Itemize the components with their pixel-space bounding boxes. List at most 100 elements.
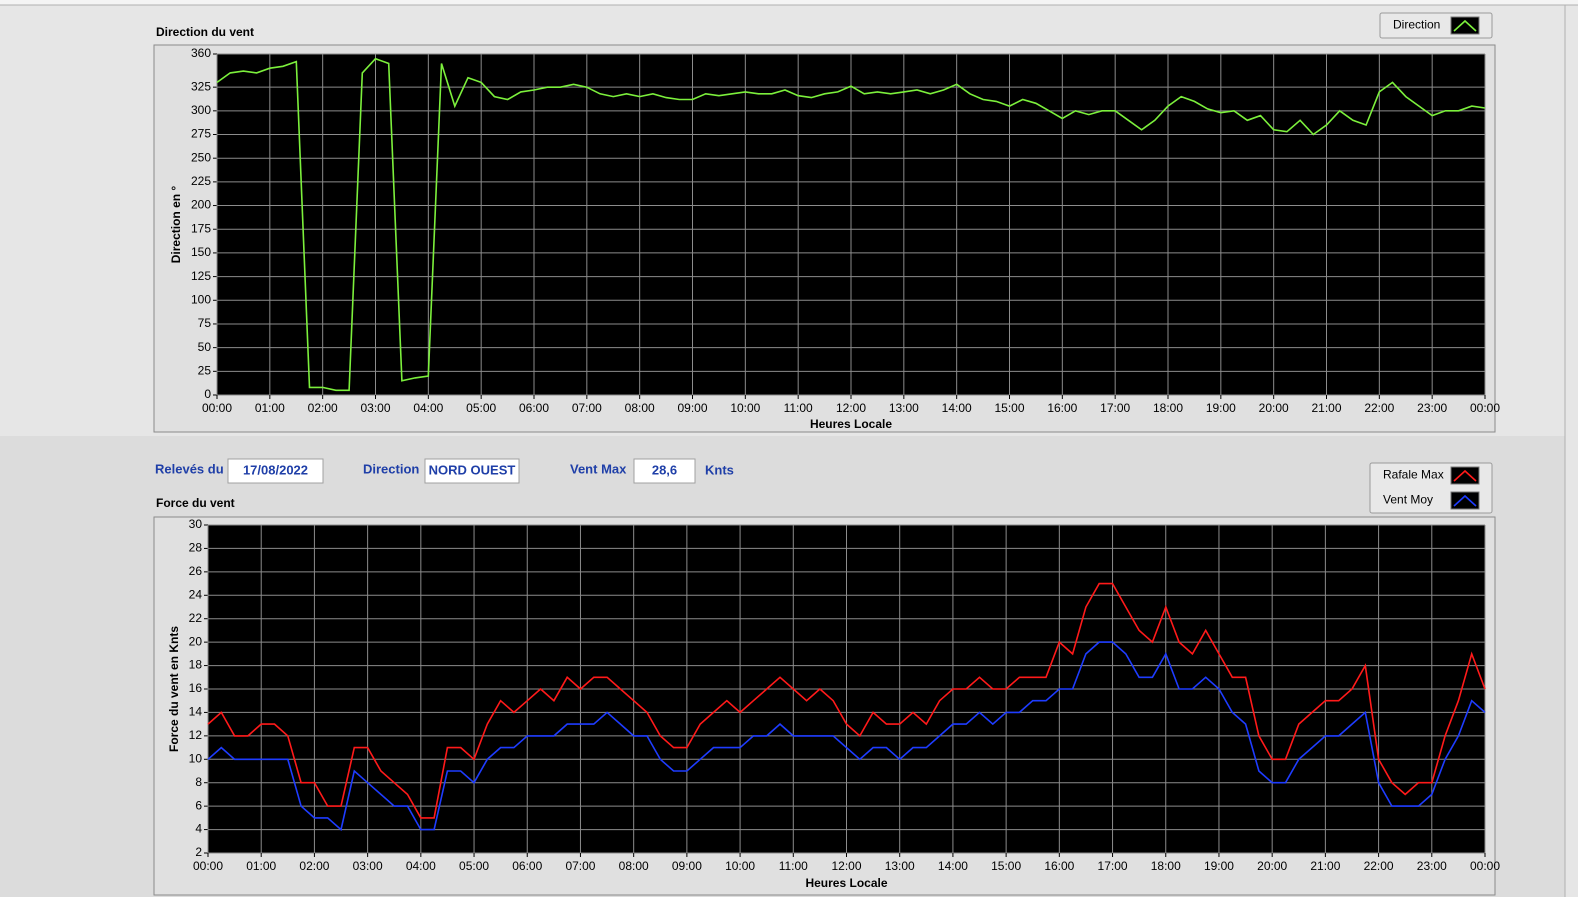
x-tick-label: 18:00 bbox=[1153, 401, 1183, 415]
x-tick-label: 07:00 bbox=[565, 859, 595, 873]
x-tick-label: 03:00 bbox=[360, 401, 390, 415]
x-tick-label: 02:00 bbox=[308, 401, 338, 415]
x-tick-label: 10:00 bbox=[725, 859, 755, 873]
x-tick-label: 19:00 bbox=[1206, 401, 1236, 415]
y-tick-label: 30 bbox=[189, 517, 203, 531]
y-tick-label: 4 bbox=[195, 822, 202, 836]
x-tick-label: 22:00 bbox=[1364, 401, 1394, 415]
y-tick-label: 150 bbox=[191, 245, 211, 259]
x-tick-label: 06:00 bbox=[519, 401, 549, 415]
y-tick-label: 250 bbox=[191, 150, 211, 164]
y-tick-label: 300 bbox=[191, 103, 211, 117]
x-tick-label: 08:00 bbox=[625, 401, 655, 415]
x-tick-label: 08:00 bbox=[619, 859, 649, 873]
y-tick-label: 50 bbox=[198, 340, 212, 354]
y-tick-label: 6 bbox=[195, 798, 202, 812]
y-tick-label: 275 bbox=[191, 127, 211, 141]
y-tick-label: 2 bbox=[195, 845, 202, 859]
x-tick-label: 12:00 bbox=[831, 859, 861, 873]
x-tick-label: 15:00 bbox=[994, 401, 1024, 415]
field-box[interactable] bbox=[227, 458, 324, 484]
x-axis-label: Heures Locale bbox=[805, 876, 887, 890]
field-label: Vent Max bbox=[570, 461, 627, 476]
field-value: 17/08/2022 bbox=[243, 462, 308, 477]
y-tick-label: 25 bbox=[198, 363, 212, 377]
field-label: Direction bbox=[363, 461, 419, 476]
y-tick-label: 200 bbox=[191, 198, 211, 212]
x-tick-label: 09:00 bbox=[672, 859, 702, 873]
x-tick-label: 00:00 bbox=[1470, 859, 1500, 873]
x-tick-label: 01:00 bbox=[246, 859, 276, 873]
y-axis-label: Force du vent en Knts bbox=[167, 626, 181, 752]
legend-swatch bbox=[1450, 16, 1480, 35]
x-tick-label: 18:00 bbox=[1151, 859, 1181, 873]
x-tick-label: 00:00 bbox=[1470, 401, 1500, 415]
y-tick-label: 16 bbox=[189, 681, 203, 695]
x-tick-label: 11:00 bbox=[779, 859, 808, 873]
field-box[interactable] bbox=[424, 458, 520, 484]
y-tick-label: 100 bbox=[191, 292, 211, 306]
field-box[interactable] bbox=[633, 458, 696, 484]
x-tick-label: 15:00 bbox=[991, 859, 1021, 873]
x-tick-label: 05:00 bbox=[466, 401, 496, 415]
y-tick-label: 26 bbox=[189, 564, 203, 578]
y-tick-label: 22 bbox=[189, 611, 203, 625]
x-tick-label: 23:00 bbox=[1417, 859, 1447, 873]
x-tick-label: 12:00 bbox=[836, 401, 866, 415]
field-label: Relevés du bbox=[155, 461, 224, 476]
x-tick-label: 05:00 bbox=[459, 859, 489, 873]
x-tick-label: 01:00 bbox=[255, 401, 285, 415]
field-unit: Knts bbox=[705, 462, 734, 477]
field-value: NORD OUEST bbox=[429, 462, 516, 477]
y-tick-label: 10 bbox=[189, 751, 203, 765]
x-tick-label: 02:00 bbox=[299, 859, 329, 873]
x-axis-label: Heures Locale bbox=[810, 417, 892, 431]
x-tick-label: 09:00 bbox=[677, 401, 707, 415]
chart-title: Force du vent bbox=[156, 496, 235, 510]
chart-title: Direction du vent bbox=[156, 25, 254, 39]
x-tick-label: 21:00 bbox=[1310, 859, 1340, 873]
x-tick-label: 14:00 bbox=[942, 401, 972, 415]
y-tick-label: 8 bbox=[195, 775, 202, 789]
x-tick-label: 03:00 bbox=[353, 859, 383, 873]
x-tick-label: 16:00 bbox=[1044, 859, 1074, 873]
x-tick-label: 00:00 bbox=[193, 859, 223, 873]
x-tick-label: 07:00 bbox=[572, 401, 602, 415]
y-tick-label: 75 bbox=[198, 316, 212, 330]
data-line bbox=[207, 641, 1486, 832]
x-tick-label: 16:00 bbox=[1047, 401, 1077, 415]
data-line bbox=[216, 57, 1486, 392]
data-line bbox=[207, 582, 1486, 819]
x-tick-label: 14:00 bbox=[938, 859, 968, 873]
y-tick-label: 18 bbox=[189, 658, 203, 672]
x-tick-label: 11:00 bbox=[784, 401, 813, 415]
y-tick-label: 325 bbox=[191, 79, 211, 93]
x-tick-label: 04:00 bbox=[406, 859, 436, 873]
x-tick-label: 00:00 bbox=[202, 401, 232, 415]
legend-swatch bbox=[1450, 466, 1480, 485]
y-tick-label: 360 bbox=[191, 46, 211, 60]
x-tick-label: 23:00 bbox=[1417, 401, 1447, 415]
y-tick-label: 28 bbox=[189, 541, 203, 555]
x-tick-label: 06:00 bbox=[512, 859, 542, 873]
y-tick-label: 225 bbox=[191, 174, 211, 188]
y-tick-label: 125 bbox=[191, 269, 211, 283]
field-value: 28,6 bbox=[652, 462, 677, 477]
x-tick-label: 13:00 bbox=[889, 401, 919, 415]
y-tick-label: 175 bbox=[191, 221, 211, 235]
y-tick-label: 24 bbox=[189, 587, 203, 601]
x-tick-label: 19:00 bbox=[1204, 859, 1234, 873]
y-tick-label: 12 bbox=[189, 728, 203, 742]
x-tick-label: 22:00 bbox=[1364, 859, 1394, 873]
x-tick-label: 21:00 bbox=[1311, 401, 1341, 415]
y-axis-label: Direction en ° bbox=[169, 186, 183, 264]
legend-swatch bbox=[1450, 491, 1480, 510]
legend-label: Vent Moy bbox=[1383, 493, 1433, 507]
legend-line bbox=[1453, 19, 1477, 32]
x-tick-label: 17:00 bbox=[1100, 401, 1130, 415]
x-tick-label: 10:00 bbox=[730, 401, 760, 415]
legend-line bbox=[1453, 469, 1477, 482]
x-tick-label: 17:00 bbox=[1098, 859, 1128, 873]
x-tick-label: 20:00 bbox=[1257, 859, 1287, 873]
